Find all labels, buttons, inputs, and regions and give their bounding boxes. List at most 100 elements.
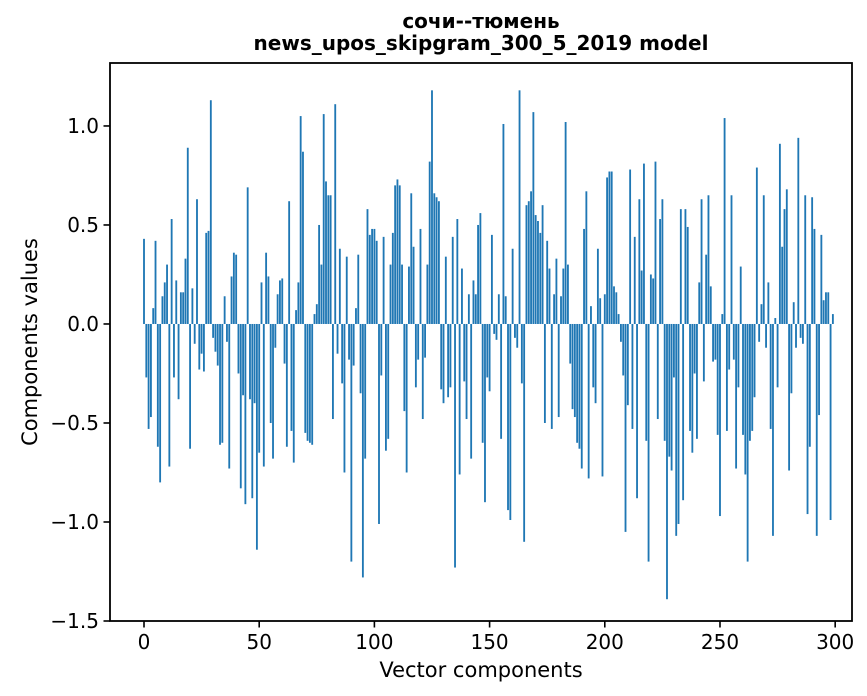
bar	[520, 323, 523, 384]
bar	[435, 197, 438, 324]
y-axis-ticks	[103, 125, 110, 622]
bar	[260, 282, 263, 324]
bar	[325, 181, 327, 324]
bar	[398, 185, 401, 324]
bar	[348, 323, 350, 360]
bar	[297, 282, 300, 324]
bar	[647, 323, 650, 562]
bar	[700, 199, 703, 324]
bar	[456, 219, 459, 324]
bar	[737, 323, 740, 388]
bar	[668, 323, 671, 457]
bar	[656, 323, 659, 420]
bar	[184, 258, 187, 324]
bar	[350, 323, 353, 562]
bar	[288, 201, 291, 324]
bar	[783, 209, 786, 324]
bar	[156, 323, 159, 447]
bar	[472, 280, 475, 324]
bar	[640, 270, 643, 324]
bar	[255, 323, 258, 550]
bar	[235, 254, 238, 324]
bar	[573, 323, 576, 418]
bar	[186, 147, 189, 324]
bar	[355, 308, 357, 324]
bar	[530, 191, 532, 324]
bar	[739, 266, 742, 324]
chart-title-line1: сочи--тюмень	[402, 9, 560, 33]
bar	[168, 323, 171, 467]
bar	[712, 323, 714, 362]
bar	[514, 323, 516, 338]
bar	[797, 137, 800, 324]
bar	[373, 228, 376, 324]
bar	[166, 264, 168, 324]
bar	[385, 323, 387, 451]
bar	[594, 323, 597, 404]
bar	[364, 323, 367, 459]
bar	[433, 193, 436, 324]
x-axis-label: Vector components	[379, 658, 583, 682]
y-tick-label: −1.0	[50, 510, 99, 534]
y-tick-label: 0.5	[67, 213, 99, 237]
bar	[523, 323, 526, 542]
bar	[532, 112, 535, 324]
bar	[525, 205, 528, 324]
bar	[334, 104, 337, 324]
y-tick-label: 0.0	[67, 312, 99, 336]
bar	[221, 323, 224, 443]
bar	[481, 323, 484, 443]
bar	[818, 323, 820, 416]
bar	[666, 323, 668, 600]
bar	[329, 195, 332, 324]
bars-group	[143, 90, 834, 600]
bar	[507, 323, 509, 511]
bar	[470, 323, 473, 459]
bar	[343, 323, 346, 473]
bar	[585, 191, 588, 324]
bar	[670, 323, 673, 471]
bar	[504, 296, 507, 324]
bar	[675, 323, 678, 536]
bar	[299, 116, 302, 324]
bar	[603, 294, 606, 324]
bar	[560, 296, 562, 324]
bar	[728, 323, 731, 370]
bar	[601, 323, 604, 477]
bar	[827, 292, 830, 324]
bar	[336, 323, 339, 354]
bar	[590, 306, 592, 324]
bar	[693, 323, 696, 374]
bar	[490, 234, 493, 324]
bar	[497, 294, 500, 324]
bar	[539, 232, 542, 324]
bar	[543, 323, 546, 423]
bar	[719, 323, 721, 517]
bar	[444, 256, 447, 324]
bar	[654, 161, 657, 324]
bar	[465, 323, 468, 420]
bar	[196, 199, 198, 324]
bar	[829, 323, 832, 521]
bar	[173, 323, 175, 378]
bar	[555, 258, 558, 324]
bar	[511, 248, 514, 324]
bar	[633, 236, 636, 324]
bar	[569, 323, 572, 364]
bar	[179, 292, 182, 324]
bar	[276, 294, 279, 324]
bar	[799, 323, 802, 338]
bar	[820, 234, 823, 324]
bar	[150, 323, 152, 418]
bar	[643, 163, 645, 324]
bar	[788, 323, 791, 471]
bar	[161, 296, 164, 324]
bar	[638, 199, 641, 324]
bar	[682, 323, 685, 501]
bar	[659, 219, 661, 324]
bar	[500, 323, 503, 439]
bar	[182, 292, 185, 324]
bar	[253, 323, 256, 404]
bar	[735, 323, 738, 469]
